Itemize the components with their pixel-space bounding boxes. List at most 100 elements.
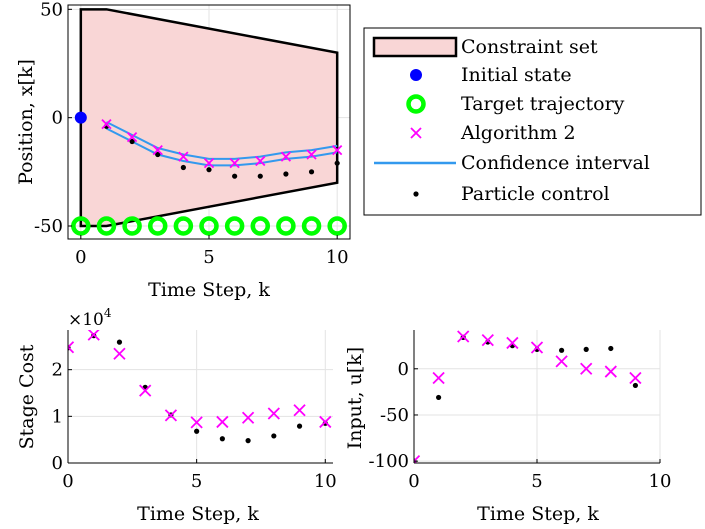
- input-panel: 0 5 10 -100 -50 0 Time Step, k Input, u[k]: [344, 330, 671, 525]
- legend-item-constraint: Constraint set: [372, 36, 598, 58]
- position-xtick-label: 10: [326, 247, 349, 268]
- stage-cost-particle-marker: [245, 438, 251, 444]
- legend-label-initial: Initial state: [461, 64, 572, 86]
- input-algorithm-2-marker: [604, 365, 617, 378]
- stage-cost-particle-marker: [194, 428, 200, 434]
- legend-label-constraint: Constraint set: [461, 36, 598, 58]
- target-marker: [147, 216, 168, 236]
- legend: Constraint set Initial state Target trajec…: [363, 27, 702, 216]
- particle-marker: [232, 173, 238, 179]
- input-particle-marker: [436, 394, 442, 401]
- input-algorithm-2-marker: [506, 336, 519, 350]
- stage-cost-exponent: ×104: [68, 306, 112, 330]
- input-algorithm-2-marker: [481, 334, 494, 347]
- legend-particle-swatch: [413, 191, 419, 197]
- stage-cost-grid: [67, 330, 333, 464]
- algorithm-2-marker: [178, 151, 189, 162]
- stage-cost-algorithm-2-markers: [68, 330, 332, 429]
- stage-cost-algorithm-2-marker: [267, 407, 280, 420]
- particle-marker: [334, 160, 340, 166]
- stage-cost-particle-marker: [296, 423, 303, 429]
- algorithm-2-marker: [203, 158, 215, 169]
- legend-label-alg2: Algorithm 2: [460, 122, 576, 144]
- input-particle-marker: [583, 346, 589, 352]
- stage-cost-x-label: Time Step, k: [137, 503, 259, 525]
- algorithm-2-markers: [101, 119, 343, 169]
- input-x-label: Time Step, k: [477, 503, 599, 525]
- stage-cost-algorithm-2-marker: [216, 415, 229, 429]
- stage-cost-algorithm-2-marker: [87, 330, 100, 341]
- legend-label-target: Target trajectory: [461, 93, 625, 115]
- particle-marker: [257, 173, 263, 179]
- stage-cost-algorithm-2-marker: [164, 409, 178, 422]
- input-algorithm-2-marker: [555, 355, 568, 368]
- input-algorithm-2-marker: [457, 330, 470, 343]
- legend-target-swatch: [406, 94, 426, 114]
- position-x-label: Time Step, k: [148, 279, 270, 301]
- position-ytick-label: -50: [34, 216, 63, 237]
- stage-cost-algorithm-2-marker: [293, 404, 306, 417]
- input-algorithm-2-markers: [414, 330, 642, 463]
- target-marker: [199, 216, 219, 236]
- input-algorithm-2-marker: [432, 371, 445, 385]
- target-marker: [71, 216, 91, 236]
- stage-cost-particle-marker: [116, 339, 123, 345]
- confidence-upper-line: [106, 121, 338, 160]
- stage-cost-xtick-label: 10: [314, 471, 337, 492]
- position-xtick-label: 5: [203, 247, 214, 268]
- target-marker: [96, 216, 117, 236]
- legend-label-ci: Confidence interval: [461, 152, 650, 174]
- legend-label-particle: Particle control: [461, 183, 610, 205]
- particle-marker: [129, 138, 135, 145]
- target-marker: [250, 216, 271, 236]
- algorithm-2-marker: [332, 145, 343, 156]
- stage-cost-ytick-label: 1: [52, 406, 63, 427]
- particle-marker: [155, 151, 161, 158]
- position-ytick-label: 0: [52, 108, 63, 129]
- target-marker: [122, 216, 142, 236]
- initial-state-marker: [74, 111, 87, 124]
- legend-item-particle: Particle control: [413, 183, 610, 205]
- legend-item-target: Target trajectory: [406, 93, 625, 115]
- input-particle-markers: [414, 334, 639, 463]
- particle-marker: [206, 167, 212, 173]
- stage-cost-y-label: Stage Cost: [16, 344, 38, 449]
- stage-cost-particle-marker: [271, 433, 277, 439]
- target-marker: [276, 216, 296, 236]
- input-algorithm-2-marker: [414, 455, 421, 463]
- legend-item-alg2: Algorithm 2: [410, 122, 576, 144]
- target-marker: [327, 216, 347, 236]
- target-marker: [301, 216, 322, 236]
- input-particle-marker: [559, 347, 565, 353]
- stage-cost-algorithm-2-marker: [241, 411, 255, 424]
- algorithm-2-marker: [255, 155, 266, 167]
- position-ticks: 0 5 10 -50 0 50: [34, 0, 349, 268]
- input-algorithm-2-marker: [530, 341, 544, 354]
- input-algorithm-2-marker: [580, 362, 593, 375]
- input-ticks: 0 5 10 -100 -50 0: [369, 359, 672, 492]
- stage-cost-particle-markers: [68, 333, 328, 444]
- stage-cost-xtick-label: 5: [191, 471, 202, 492]
- algorithm-2-marker: [229, 158, 240, 169]
- stage-cost-algorithm-2-marker: [319, 415, 332, 429]
- stage-cost-algorithm-2-marker: [68, 341, 75, 354]
- stage-cost-algorithm-2-marker: [139, 384, 152, 397]
- legend-item-initial: Initial state: [410, 64, 572, 86]
- particle-marker: [308, 169, 315, 175]
- position-panel: 0 5 10 -50 0 50 Time Step, k Position, x[k]: [15, 0, 351, 301]
- stage-cost-particle-marker: [219, 436, 225, 442]
- particle-control-markers: [103, 123, 340, 179]
- stage-cost-ticks: 0 5 10 0 1 2: [52, 360, 337, 492]
- input-xtick-label: 0: [408, 471, 419, 492]
- particle-marker: [283, 171, 289, 177]
- input-ytick-label: 0: [398, 359, 409, 380]
- target-marker: [173, 216, 194, 236]
- legend-initial-swatch: [410, 69, 422, 81]
- input-particle-marker: [608, 345, 614, 352]
- legend-constraint-swatch: [372, 36, 458, 58]
- algorithm-2-marker: [280, 151, 292, 162]
- position-ytick-label: 50: [40, 0, 63, 20]
- algorithm-2-marker: [306, 149, 317, 160]
- confidence-lower-line: [106, 127, 338, 167]
